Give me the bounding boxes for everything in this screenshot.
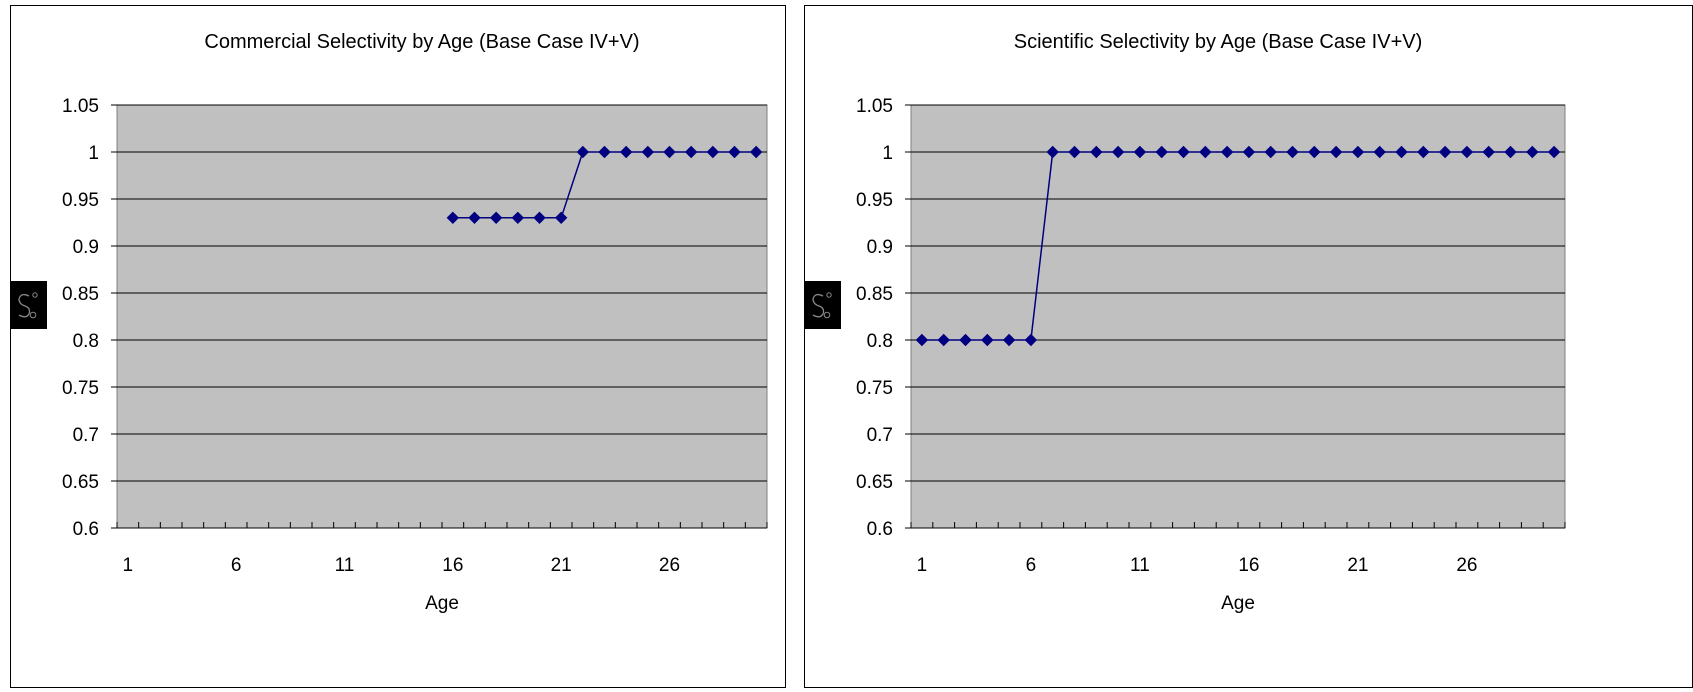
commercial-chart-title: Commercial Selectivity by Age (Base Case… [204, 31, 639, 53]
commercial-y-tick-label: 0.65 [62, 472, 99, 493]
scientific-y-tick-label: 0.6 [867, 519, 893, 540]
scientific-x-tick-label: 6 [1026, 555, 1037, 576]
scientific-data-point [1417, 145, 1430, 159]
scientific-x-tick-label: 16 [1238, 555, 1259, 576]
scientific-data-point [959, 333, 972, 347]
commercial-x-tick-label: 16 [442, 555, 463, 576]
scientific-data-point [1329, 145, 1343, 159]
scientific-chart-panel: Scientific Selectivity by Age (Base Case… [804, 5, 1693, 688]
commercial-y-tick-label: 1.05 [62, 96, 99, 117]
commercial-data-point [641, 145, 655, 159]
commercial-y-axis-symbol [11, 281, 47, 329]
commercial-y-tick-label: 0.9 [73, 237, 99, 258]
commercial-x-tick-label: 6 [231, 555, 242, 576]
scientific-chart: Scientific Selectivity by Age (Base Case… [805, 31, 1566, 614]
scientific-y-tick-label: 1.05 [856, 96, 893, 117]
scientific-data-point [1308, 145, 1321, 159]
scientific-y-axis-symbol [805, 281, 841, 329]
commercial-data-point [706, 145, 720, 159]
scientific-data-point [915, 333, 929, 347]
commercial-x-tick-label: 26 [659, 555, 680, 576]
scientific-x-tick-label: 26 [1456, 555, 1477, 576]
commercial-y-tick-label: 0.6 [73, 519, 99, 540]
scientific-data-point [1526, 145, 1539, 159]
scientific-data-point [1002, 333, 1016, 347]
commercial-data-point [533, 211, 546, 225]
scientific-y-tick-label: 0.75 [856, 378, 893, 399]
scientific-y-tick-label: 0.65 [856, 472, 893, 493]
commercial-y-tick-label: 0.8 [73, 331, 99, 352]
commercial-y-tick-label: 0.75 [62, 378, 99, 399]
scientific-y-tick-label: 1 [882, 143, 893, 164]
commercial-chart: Commercial Selectivity by Age (Base Case… [11, 31, 768, 614]
commercial-data-point [749, 145, 763, 159]
commercial-data-point [728, 145, 741, 159]
commercial-x-tick-label: 21 [551, 555, 572, 576]
commercial-y-tick-label: 0.85 [62, 284, 99, 305]
scientific-data-point [1155, 145, 1168, 159]
scientific-data-point [1220, 145, 1234, 159]
scientific-x-tick-label: 1 [917, 555, 928, 576]
scientific-y-tick-label: 0.85 [856, 284, 893, 305]
commercial-x-tick-label: 11 [335, 555, 355, 576]
commercial-data-point [511, 211, 525, 225]
scientific-data-point [1438, 145, 1452, 159]
commercial-y-tick-label: 1 [88, 143, 99, 164]
commercial-plot-area [116, 104, 768, 529]
scientific-data-point [1547, 145, 1561, 159]
commercial-data-point [663, 145, 676, 159]
commercial-y-tick-label: 0.7 [73, 425, 99, 446]
scientific-data-point [1111, 145, 1125, 159]
commercial-data-point [468, 211, 481, 225]
scientific-data-point [937, 333, 950, 347]
scientific-data-point [1373, 145, 1386, 159]
scientific-data-point [1482, 145, 1495, 159]
commercial-data-point [684, 145, 698, 159]
scientific-data-point [1090, 145, 1103, 159]
commercial-x-tick-label: 1 [123, 555, 134, 576]
scientific-x-axis-label: Age [1221, 593, 1255, 614]
scientific-data-point [1264, 145, 1277, 159]
commercial-data-point [446, 211, 460, 225]
scientific-data-point [1286, 145, 1299, 159]
commercial-data-point [489, 211, 503, 225]
commercial-chart-panel: Commercial Selectivity by Age (Base Case… [10, 5, 786, 688]
scientific-data-point [1133, 145, 1147, 159]
scientific-y-tick-label: 0.9 [867, 237, 893, 258]
commercial-data-point [576, 145, 590, 159]
commercial-data-point [619, 145, 633, 159]
scientific-data-point [1395, 145, 1408, 159]
scientific-y-tick-label: 0.95 [856, 190, 893, 211]
scientific-data-point [1504, 145, 1517, 159]
scientific-data-point [1351, 145, 1365, 159]
scientific-x-tick-label: 21 [1347, 555, 1368, 576]
scientific-data-point [1460, 145, 1474, 159]
commercial-x-axis-label: Age [425, 593, 459, 614]
commercial-y-tick-label: 0.95 [62, 190, 99, 211]
commercial-data-point [598, 145, 611, 159]
scientific-data-point [1177, 145, 1190, 159]
scientific-y-tick-label: 0.8 [867, 331, 893, 352]
scientific-y-tick-label: 0.7 [867, 425, 893, 446]
scientific-data-point [1068, 145, 1081, 159]
scientific-plot-area [910, 104, 1566, 529]
scientific-data-point [1024, 333, 1038, 347]
scientific-data-point [981, 333, 994, 347]
scientific-data-point [1242, 145, 1256, 159]
scientific-x-tick-label: 11 [1130, 555, 1150, 576]
scientific-data-point [1199, 145, 1212, 159]
commercial-data-point [554, 211, 568, 225]
scientific-chart-title: Scientific Selectivity by Age (Base Case… [1014, 31, 1423, 53]
scientific-data-point [1046, 145, 1059, 159]
